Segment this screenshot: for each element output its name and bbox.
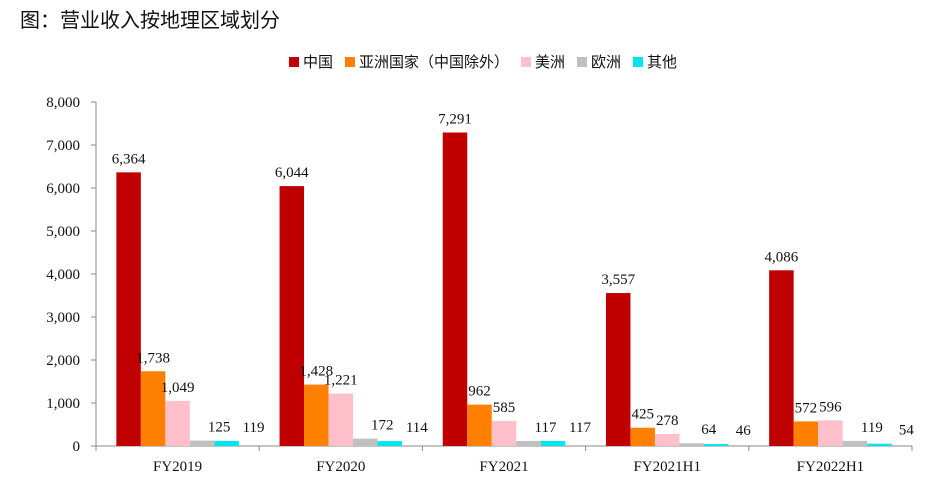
bar	[214, 440, 239, 446]
bar	[467, 404, 492, 446]
x-tick-label: FY2020	[316, 459, 365, 475]
bar	[377, 441, 403, 446]
bar	[842, 440, 868, 446]
data-label: 962	[468, 384, 491, 400]
bar	[353, 438, 378, 446]
data-label: 6,364	[112, 151, 146, 167]
bar	[679, 443, 704, 446]
bar	[540, 440, 566, 446]
data-label: 119	[243, 420, 265, 436]
bar	[703, 444, 729, 446]
data-label: 1,049	[161, 380, 195, 396]
legend-label: 美洲	[535, 53, 565, 71]
bar	[116, 172, 141, 446]
y-tick-label: 2,000	[46, 353, 80, 369]
data-label: 585	[493, 400, 516, 416]
data-label: 572	[795, 400, 818, 416]
bar	[442, 132, 468, 446]
data-label: 172	[371, 418, 394, 434]
data-label: 7,291	[438, 111, 472, 127]
bar	[867, 443, 892, 446]
legend-swatch	[521, 57, 531, 67]
data-label: 64	[701, 422, 717, 438]
data-label: 1,738	[136, 350, 170, 366]
legend-swatch	[289, 57, 299, 67]
bar	[140, 371, 166, 446]
data-label: 4,086	[765, 249, 799, 265]
bar	[328, 393, 354, 446]
data-label: 54	[899, 423, 915, 439]
x-tick-label: FY2021H1	[633, 459, 701, 475]
y-tick-label: 0	[73, 439, 81, 455]
bar	[165, 400, 190, 446]
bar	[516, 440, 541, 446]
y-tick-label: 8,000	[46, 95, 80, 111]
data-label: 117	[569, 420, 591, 436]
y-tick-label: 6,000	[46, 181, 80, 197]
bar	[304, 384, 329, 446]
data-label: 1,221	[324, 372, 358, 388]
bar	[818, 420, 843, 446]
y-tick-label: 1,000	[46, 396, 80, 412]
bar	[189, 440, 215, 446]
data-label: 119	[861, 420, 883, 436]
x-tick-label: FY2021	[479, 459, 528, 475]
legend: 中国 亚洲国家（中国除外） 美洲 欧洲 其他	[289, 53, 677, 71]
y-tick-label: 5,000	[46, 224, 80, 240]
data-label: 278	[656, 413, 679, 429]
legend-label: 中国	[303, 53, 333, 71]
legend-swatch	[345, 57, 355, 67]
x-tick-label: FY2019	[153, 459, 202, 475]
data-label: 46	[736, 423, 752, 439]
bar	[605, 293, 631, 446]
legend-label: 其他	[647, 53, 677, 71]
data-label: 3,557	[601, 272, 635, 288]
bars	[116, 132, 892, 446]
x-axis: FY2019 FY2020 FY2021 FY2021H1 FY2022H1	[95, 445, 913, 475]
figure-title: 图：营业收入按地理区域划分	[20, 8, 280, 32]
bar	[654, 434, 680, 446]
bar	[279, 186, 305, 446]
data-label: 425	[631, 407, 654, 423]
x-tick-label: FY2022H1	[797, 459, 865, 475]
data-label: 117	[535, 420, 557, 436]
legend-swatch	[577, 57, 587, 67]
legend-label: 欧洲	[591, 53, 621, 71]
bar	[769, 270, 794, 446]
data-label: 125	[208, 420, 231, 436]
y-axis: 0 1,000 2,000 3,000 4,000 5,000 6,000 7,000 8,00…	[46, 95, 97, 455]
legend-swatch	[633, 57, 643, 67]
data-label: 6,044	[275, 165, 309, 181]
bar	[793, 421, 819, 446]
data-label: 114	[406, 420, 428, 436]
bar	[630, 427, 655, 446]
y-tick-label: 7,000	[46, 138, 80, 154]
y-tick-label: 4,000	[46, 267, 80, 283]
data-label: 596	[819, 399, 842, 415]
legend-label: 亚洲国家（中国除外）	[359, 53, 509, 71]
bar	[491, 420, 517, 446]
data-label: 1,428	[299, 364, 333, 380]
y-tick-label: 3,000	[46, 310, 80, 326]
